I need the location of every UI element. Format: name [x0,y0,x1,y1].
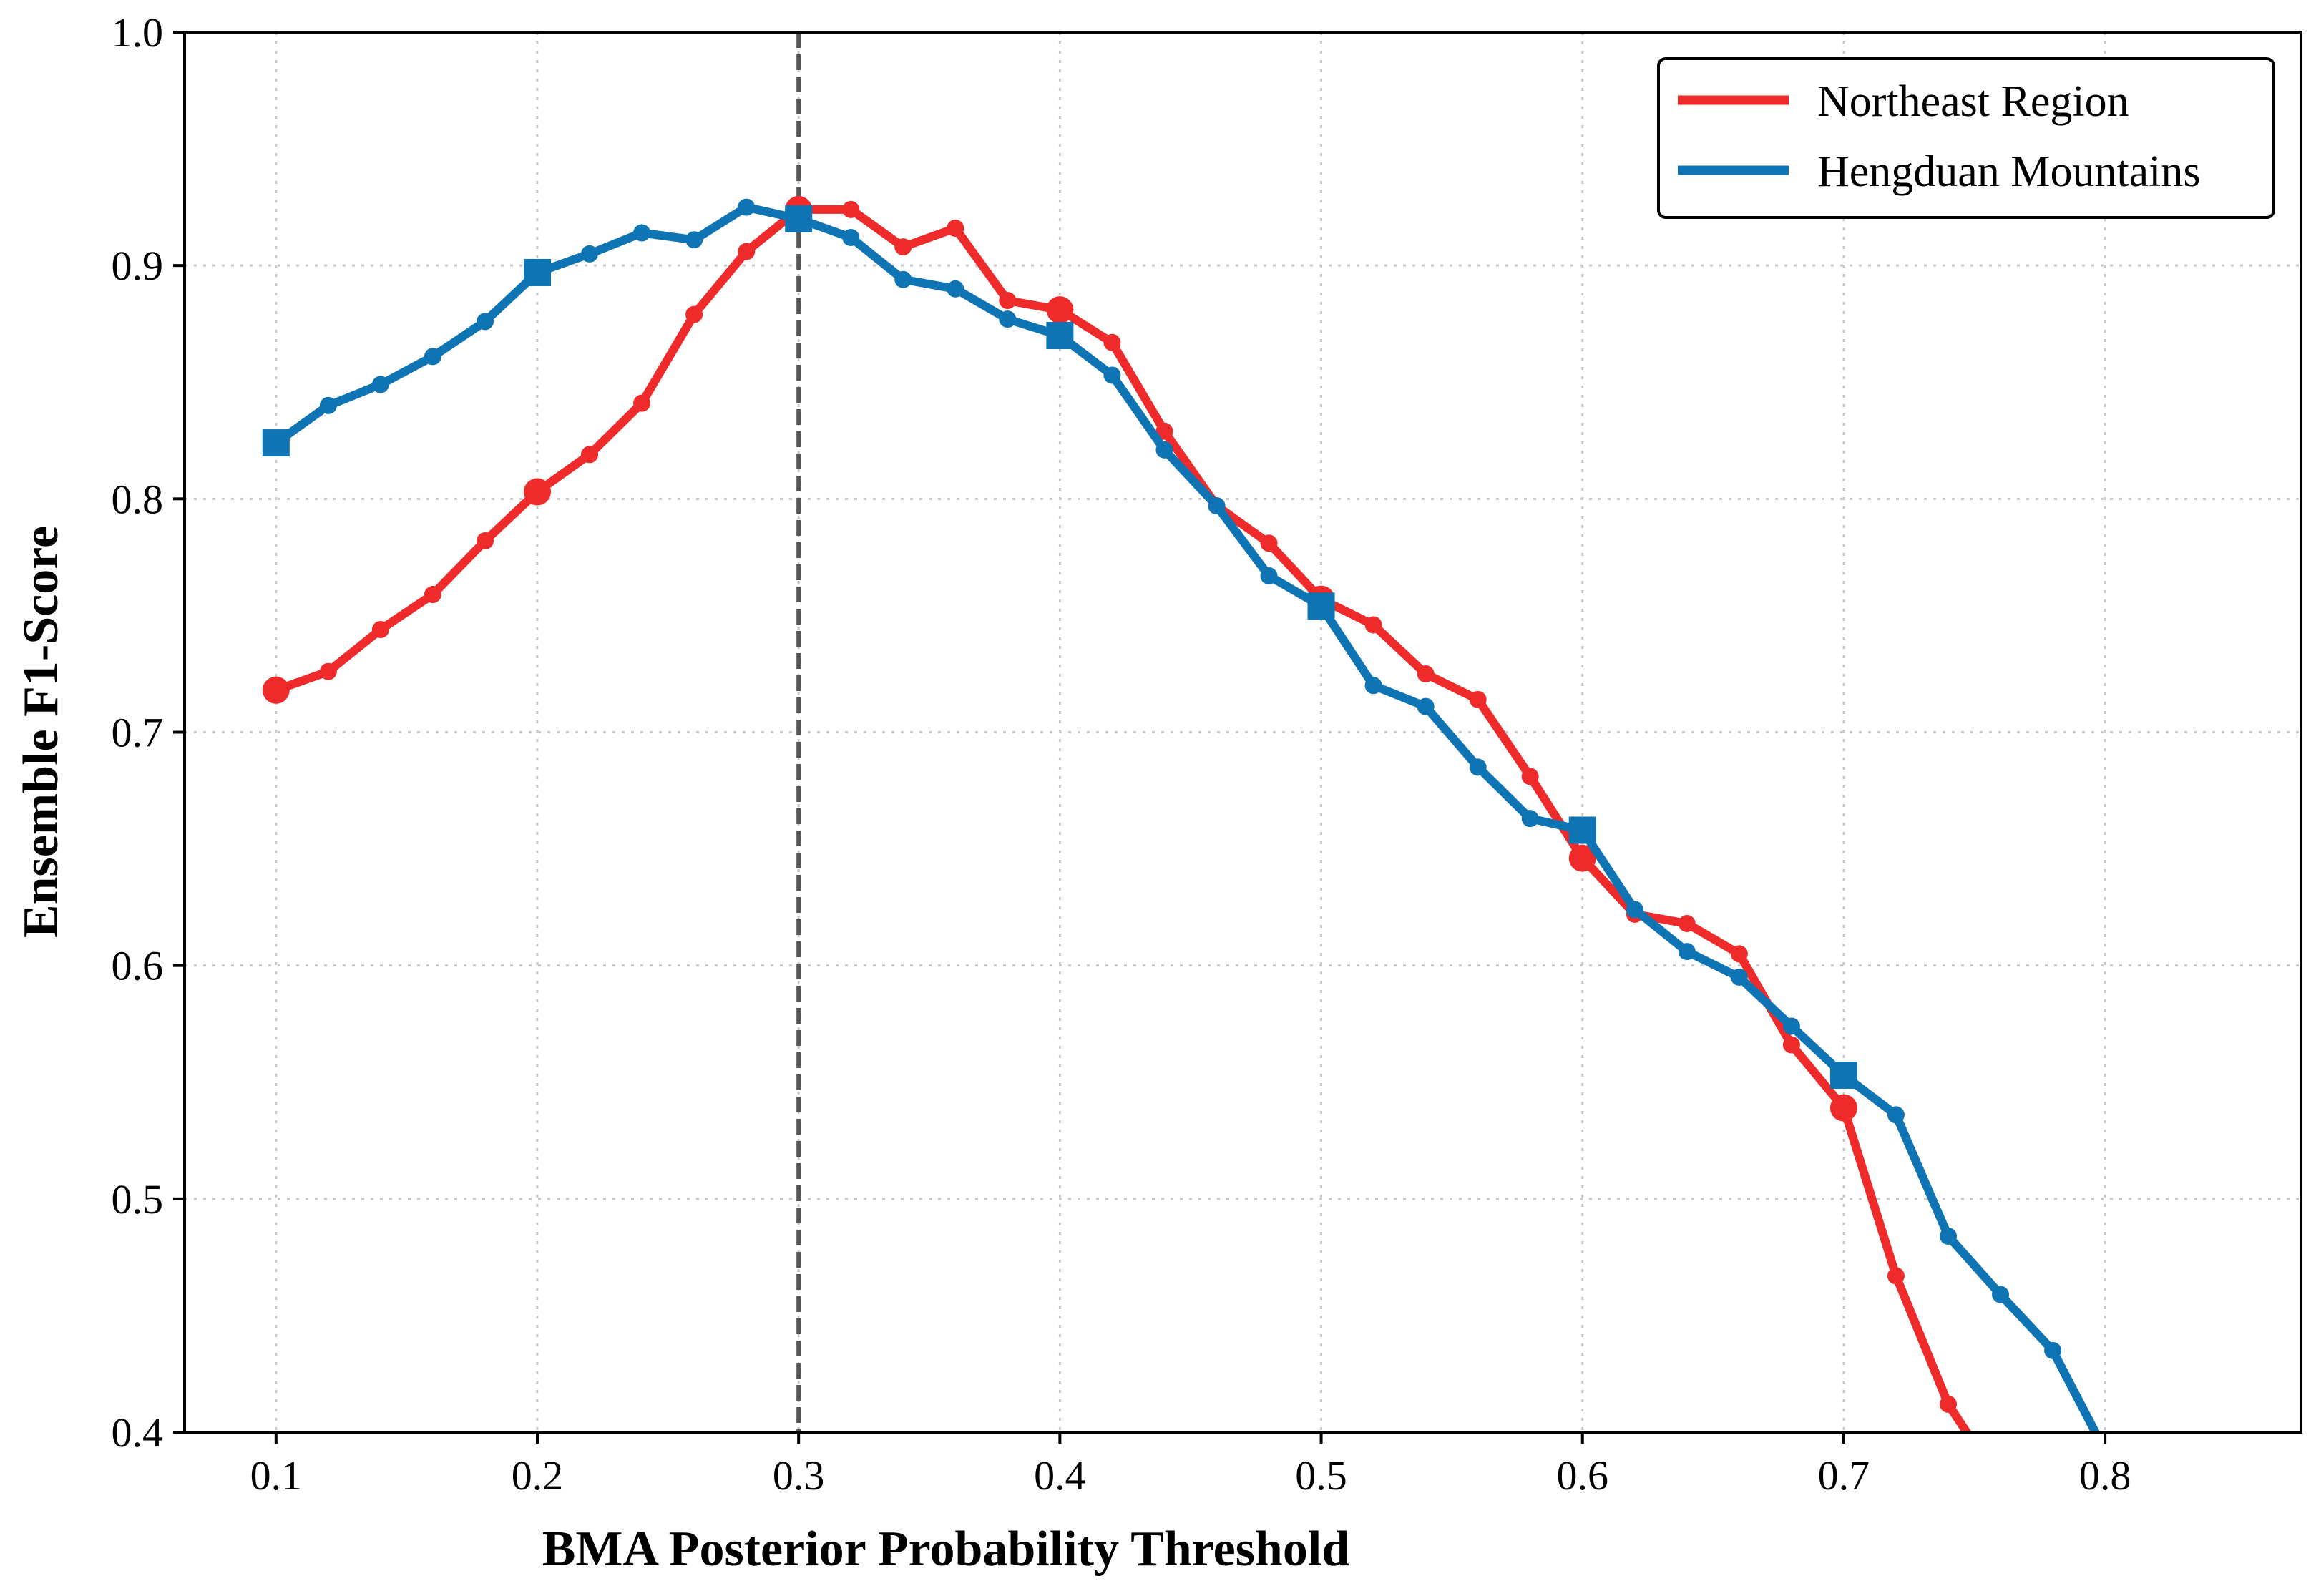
highlight-point [1568,816,1596,844]
highlight-point [262,676,290,704]
data-point [1678,914,1696,932]
data-point [685,231,703,249]
data-point [1469,758,1487,776]
legend-box [1657,57,2275,219]
ticks: 0.1 0.2 0.3 0.4 0.5 0.6 0.7 0.8 0.4 0.5 0.6 0.7 0.8 0… [112,9,2131,1499]
data-point [1260,534,1278,552]
series-line-hengduan [271,202,2101,1432]
series-line-northeast [271,205,1972,1432]
x-axis-title: BMA Posterior Probability Threshold [542,1522,1350,1577]
data-point [476,313,494,331]
highlight-point [1046,296,1074,324]
x-tick-label: 0.2 [512,1452,564,1499]
data-point [842,200,860,218]
data-point [1521,768,1539,785]
x-tick-label: 0.1 [250,1452,303,1499]
data-point [1364,616,1382,634]
highlight-point [785,205,813,232]
legend-label-northeast: Northeast Region [1817,77,2129,126]
data-point [319,662,337,680]
data-point [1417,665,1435,682]
x-tick-label: 0.3 [773,1452,825,1499]
data-point [319,396,337,414]
data-point [424,348,441,366]
data-point [738,198,756,216]
data-point [894,238,912,256]
data-point [2044,1341,2062,1359]
data-point [1940,1228,1957,1245]
data-point [1940,1395,1957,1413]
highlight-point [262,429,290,457]
data-point [1364,677,1382,695]
data-point [999,292,1017,310]
data-point [1155,422,1173,440]
y-tick-label: 0.9 [112,243,164,289]
y-tick-label: 0.6 [112,943,164,989]
data-point [1887,1267,1905,1285]
data-point [1155,441,1173,459]
data-point [842,229,860,247]
y-axis-title: Ensemble F1-Score [14,526,69,938]
highlight-point [1829,1094,1857,1122]
data-point [947,219,964,237]
highlight-point [524,258,551,286]
data-point [371,620,389,638]
y-tick-label: 0.8 [112,476,164,522]
data-point [1417,697,1435,715]
data-point [1730,945,1748,963]
data-point [1730,968,1748,986]
data-point [581,245,599,263]
data-point [947,280,964,298]
series-group [262,195,2101,1432]
data-point [894,270,912,288]
data-point [1260,567,1278,584]
y-tick-label: 1.0 [112,9,164,56]
data-point [738,243,756,260]
series-hengduan [262,198,2101,1432]
x-tick-label: 0.4 [1034,1452,1086,1499]
highlight-point [524,478,551,506]
data-point [371,376,389,393]
data-point [1678,943,1696,961]
y-tick-label: 0.4 [112,1409,164,1456]
data-point [685,305,703,323]
data-point [476,532,494,550]
data-point [1626,901,1643,919]
highlight-point [1046,322,1074,350]
x-tick-label: 0.5 [1295,1452,1347,1499]
data-point [1208,497,1226,515]
data-point [633,394,651,412]
highlight-point [1829,1061,1857,1089]
highlight-point [1307,592,1335,620]
y-tick-label: 0.7 [112,710,164,756]
data-point [1887,1106,1905,1124]
data-point [1992,1286,2010,1303]
data-point [633,224,651,242]
data-point [581,446,599,464]
highlight-point [1568,844,1596,872]
data-point [1782,1017,1800,1035]
x-tick-label: 0.8 [2079,1452,2131,1499]
data-point [424,586,441,604]
legend: Northeast Region Hengduan Mountains [1657,57,2275,219]
data-point [999,310,1017,328]
x-tick-label: 0.7 [1818,1452,1870,1499]
data-point [1103,333,1121,351]
y-tick-label: 0.5 [112,1176,164,1223]
data-point [1521,810,1539,828]
data-point [1469,690,1487,708]
x-tick-label: 0.6 [1556,1452,1608,1499]
data-point [1782,1036,1800,1054]
data-point [1103,366,1121,384]
legend-label-hengduan: Hengduan Mountains [1817,147,2201,196]
